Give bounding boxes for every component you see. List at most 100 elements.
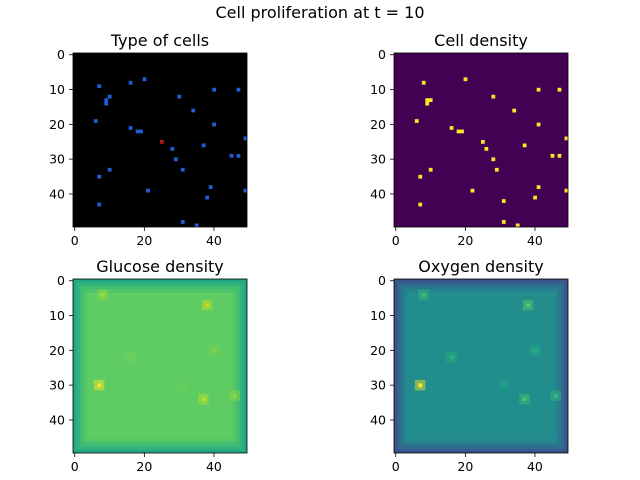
- panel-title: Glucose density: [96, 257, 224, 276]
- y-tick-label: 30: [49, 152, 65, 167]
- heatmap-hotspot: [180, 383, 185, 388]
- heatmap-cell: [93, 119, 98, 123]
- x-tick-label: 0: [392, 233, 400, 248]
- heatmap-cell: [449, 126, 454, 130]
- y-tick-label: 10: [370, 308, 386, 323]
- x-tick-label: 20: [136, 459, 152, 474]
- x-tick-label: 40: [527, 459, 543, 474]
- heatmap-hotspot: [205, 303, 210, 308]
- heatmap-cell: [173, 157, 178, 162]
- heatmap-cell: [104, 98, 109, 103]
- y-tick-label: 0: [57, 47, 65, 62]
- heatmap-cell: [170, 146, 175, 151]
- heatmap-interior: [86, 292, 234, 440]
- panel-1: Cell density 0 20 40 0 10 20 30 40: [370, 31, 569, 248]
- heatmap-cell: [212, 87, 216, 92]
- heatmap-cell: [128, 126, 133, 130]
- heatmap-cell: [418, 174, 423, 179]
- y-tick-label: 40: [370, 412, 386, 427]
- heatmap-cell: [425, 98, 430, 103]
- y-tick-label: 20: [49, 117, 65, 132]
- heatmap-cell: [536, 122, 541, 127]
- heatmap-cell: [135, 129, 140, 134]
- heatmap-cell: [236, 153, 241, 158]
- axes-frame: [72, 278, 248, 454]
- heatmap-cell: [243, 188, 247, 193]
- heatmap-hotspot: [233, 393, 237, 398]
- heatmap-cell: [564, 136, 568, 141]
- heatmap-cell: [139, 129, 143, 134]
- heatmap-cell: [128, 80, 133, 85]
- heatmap-hotspot: [449, 355, 454, 360]
- panel-3: Oxygen density 0 20 40 0 10 20 30 40: [370, 257, 569, 474]
- heatmap-cell: [456, 129, 461, 134]
- x-tick-label: 0: [392, 459, 400, 474]
- panel-plot-area: [73, 279, 247, 453]
- heatmap-cell: [428, 167, 433, 172]
- x-tick-label: 20: [457, 459, 473, 474]
- y-tick-label: 10: [370, 82, 386, 97]
- heatmap-cell: [501, 220, 506, 224]
- heatmap-cell: [104, 101, 109, 106]
- heatmap-cell: [97, 174, 102, 179]
- heatmap-cell: [97, 84, 102, 89]
- panel-plot-area: [73, 53, 247, 227]
- heatmap-hotspot: [212, 348, 216, 353]
- panels: Type of cells 0 20 40 0 10 20 30 40 Cell density 0…: [49, 31, 569, 474]
- panel-2: Glucose density 0 20 40 0 10 20 30 40: [49, 257, 248, 474]
- heatmap-cell: [97, 202, 102, 207]
- heatmap-cell: [470, 188, 475, 193]
- panel-title: Cell density: [434, 31, 528, 50]
- x-tick-label: 20: [457, 233, 473, 248]
- heatmap-cell: [494, 167, 499, 172]
- figure-suptitle: Cell proliferation at t = 10: [215, 3, 424, 22]
- heatmap-cell: [414, 119, 419, 123]
- heatmap-cell: [177, 94, 182, 99]
- heatmap-cell: [491, 94, 496, 99]
- heatmap-cell: [557, 87, 562, 92]
- heatmap-cell: [236, 87, 241, 92]
- heatmap-hotspot: [128, 355, 133, 360]
- heatmap-cell: [425, 101, 430, 106]
- y-tick-label: 0: [378, 273, 386, 288]
- axes-frame: [393, 52, 569, 228]
- heatmap-cell: [428, 98, 433, 103]
- y-tick-label: 30: [370, 152, 386, 167]
- heatmap-hotspot: [526, 303, 531, 308]
- heatmap-hotspot: [418, 383, 423, 388]
- panel-plot-area: [394, 279, 568, 453]
- heatmap-interior: [407, 292, 555, 440]
- y-tick-label: 0: [378, 47, 386, 62]
- heatmap-cell: [512, 108, 517, 113]
- heatmap-cell: [208, 185, 213, 190]
- heatmap-cell: [536, 87, 541, 92]
- y-tick-label: 10: [49, 82, 65, 97]
- heatmap-cell: [160, 140, 164, 144]
- panel-title: Type of cells: [110, 31, 209, 50]
- y-tick-label: 30: [370, 378, 386, 393]
- heatmap-cell: [243, 136, 247, 141]
- y-tick-label: 40: [49, 412, 65, 427]
- heatmap-cell: [484, 146, 489, 151]
- heatmap-cell: [421, 80, 426, 85]
- y-tick-label: 20: [49, 343, 65, 358]
- heatmap-cell: [557, 153, 562, 158]
- heatmap-hotspot: [533, 348, 537, 353]
- y-tick-label: 10: [49, 308, 65, 323]
- x-tick-label: 20: [136, 233, 152, 248]
- heatmap-hotspot: [201, 397, 206, 402]
- heatmap-cell: [460, 129, 464, 134]
- x-tick-label: 0: [71, 459, 79, 474]
- heatmap-cell: [550, 153, 555, 158]
- heatmap-hotspot: [97, 383, 102, 388]
- heatmap-cell: [194, 223, 199, 227]
- heatmap-cell: [191, 108, 196, 113]
- heatmap-cell: [107, 167, 112, 172]
- heatmap-cell: [180, 167, 185, 172]
- heatmap-cell: [107, 94, 112, 99]
- heatmap-cell: [481, 140, 485, 144]
- y-tick-label: 20: [370, 343, 386, 358]
- heatmap-cell: [491, 157, 496, 162]
- heatmap-cell: [229, 153, 234, 158]
